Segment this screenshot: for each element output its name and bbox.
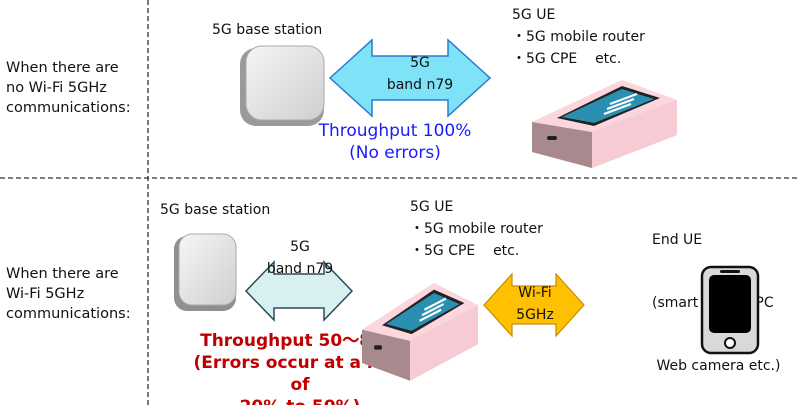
throughput-line: Throughput 50〜80% — [200, 331, 400, 351]
end-ue-line: End UE — [652, 232, 703, 248]
ue-title: 5G UE — [512, 7, 556, 23]
condition-line: When there are — [6, 266, 119, 282]
throughput-line: Throughput 100% — [318, 121, 472, 141]
wifi-label-line: Wi-Fi — [518, 285, 552, 301]
condition-label-no-wifi: When there are no Wi-Fi 5GHz communicati… — [6, 58, 131, 118]
condition-label-with-wifi: When there are Wi-Fi 5GHz communications… — [6, 264, 131, 324]
throughput-degraded: Throughput 50〜80% (Errors occur at a rat… — [185, 330, 415, 405]
condition-line: When there are — [6, 60, 119, 76]
throughput-ok: Throughput 100% (No errors) — [300, 120, 490, 164]
throughput-line: (Errors occur at a rate of — [193, 353, 407, 395]
link-label-line: 5G — [410, 55, 430, 71]
mobile-router-icon — [362, 283, 478, 381]
wifi-label: Wi-Fi 5GHz — [500, 282, 570, 326]
double-arrow-icon — [244, 260, 354, 322]
condition-line: communications: — [6, 100, 131, 116]
mobile-router-icon — [532, 80, 677, 168]
base-station-icon — [174, 233, 237, 311]
ue-item: ・5G CPE etc. — [512, 51, 622, 67]
base-station-label: 5G base station — [212, 22, 323, 38]
end-ue-line: Web camera etc.) — [652, 358, 781, 374]
link-label: 5G band n79 — [360, 52, 480, 96]
condition-line: Wi-Fi 5GHz — [6, 286, 85, 302]
ue-item: ・5G CPE etc. — [410, 243, 520, 259]
condition-line: no Wi-Fi 5GHz — [6, 80, 107, 96]
link-label-line: 5G — [290, 239, 310, 255]
ue-item: ・5G mobile router — [512, 29, 645, 45]
link-label: 5G band n79 — [250, 236, 350, 280]
wifi-label-line: 5GHz — [516, 307, 554, 323]
condition-line: communications: — [6, 306, 131, 322]
ue-title: 5G UE — [410, 199, 454, 215]
ue-label: 5G UE ・5G mobile router ・5G CPE etc. — [512, 4, 645, 70]
throughput-line: 20% to 50%) — [185, 396, 415, 405]
wifi-double-arrow-icon — [483, 272, 585, 338]
link-label-line: band n79 — [266, 261, 334, 277]
ue-item: ・5G mobile router — [410, 221, 543, 237]
ue-label: 5G UE ・5G mobile router ・5G CPE etc. — [410, 196, 543, 262]
end-ue-label: End UE (smart phone, PC Web camera etc.) — [652, 188, 780, 405]
base-station-label: 5G base station — [160, 202, 271, 218]
base-station-icon — [240, 45, 325, 126]
smartphone-icon — [700, 265, 760, 355]
link-label-line: band n79 — [386, 77, 454, 93]
throughput-line: (No errors) — [349, 143, 441, 163]
double-arrow-icon — [328, 38, 492, 118]
